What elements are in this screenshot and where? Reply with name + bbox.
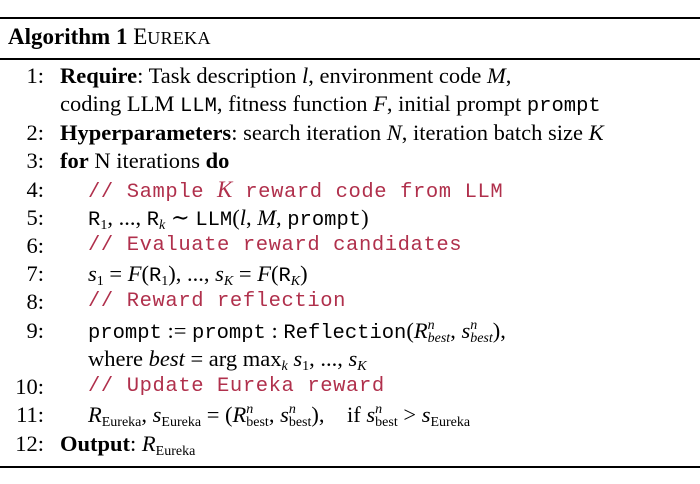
- line-number: 2:: [26, 120, 44, 145]
- line-number: 5:: [26, 205, 44, 230]
- line-number: 12:: [15, 431, 44, 456]
- comment-text: // Sample K reward code from LLM: [88, 177, 504, 204]
- top-rule: [0, 17, 700, 19]
- header-rule: [0, 58, 700, 60]
- algorithm-label: Algorithm 1: [8, 24, 128, 49]
- line-content: REureka, sEureka = (R n best, s n best), if …: [88, 402, 471, 430]
- comment-text: // Reward reflection: [88, 290, 347, 313]
- bottom-rule: [0, 466, 700, 468]
- line-content: R1, ..., Rk ∼ LLM(l, M, prompt): [88, 205, 369, 233]
- line-number: 8:: [26, 289, 44, 314]
- algorithm-name: EUREKA: [133, 24, 211, 49]
- line-number: 10:: [15, 374, 44, 399]
- line-content: where best = arg maxk s1, ..., sK: [88, 346, 367, 374]
- comment-text: // Evaluate reward candidates: [88, 234, 463, 257]
- line-number: 4:: [26, 177, 44, 202]
- algorithm-title: Algorithm 1 EUREKA: [8, 22, 211, 53]
- line-content: s1 = F(R1), ..., sK = F(RK): [88, 261, 308, 289]
- line-number: 1:: [26, 63, 44, 88]
- line-number: 6:: [26, 233, 44, 258]
- line-content: Output: REureka: [60, 431, 196, 459]
- line-content: for N iterations do: [60, 148, 230, 173]
- comment-text: // Update Eureka reward: [88, 375, 385, 398]
- line-number: 11:: [16, 402, 44, 427]
- line-content: Hyperparameters: search iteration N, ite…: [60, 120, 604, 145]
- line-content: coding LLM LLM, fitness function F, init…: [60, 91, 601, 118]
- line-content: Require: Task description l, environment…: [60, 63, 512, 88]
- line-number: 9:: [26, 318, 44, 343]
- line-number: 7:: [26, 261, 44, 286]
- line-number: 3:: [26, 148, 44, 173]
